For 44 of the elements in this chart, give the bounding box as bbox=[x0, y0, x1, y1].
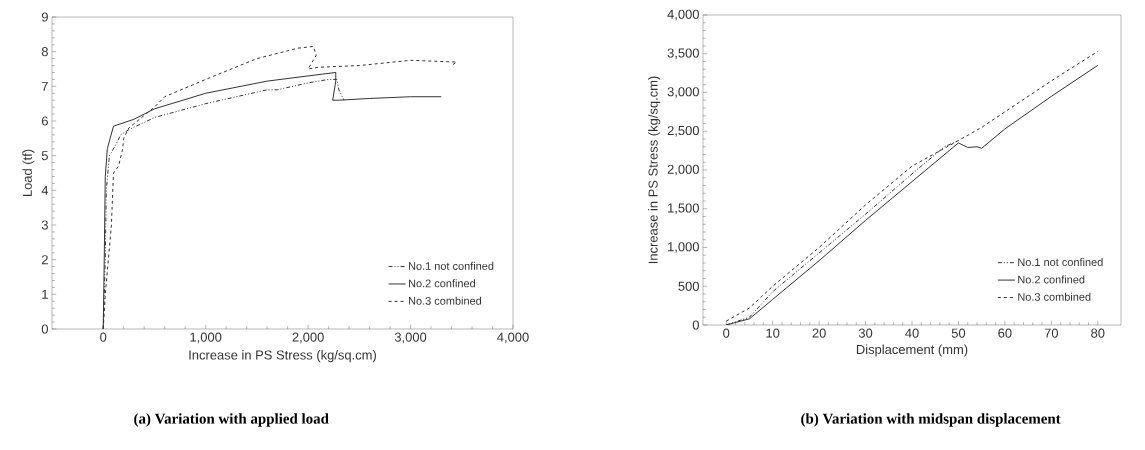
text: (a) Variation with applied load bbox=[134, 413, 329, 427]
y-axis-title: Load (tf) bbox=[22, 149, 35, 197]
y-tick-label: 2,000 bbox=[667, 164, 699, 176]
x-tick-label: 10 bbox=[766, 328, 780, 338]
y-tick-label: 3,500 bbox=[667, 48, 699, 60]
x-axis-title: Increase in PS Stress (kg/sq.cm) bbox=[189, 350, 376, 363]
legend-label: No.1 not confined bbox=[408, 261, 494, 270]
x-tick-label: 40 bbox=[905, 328, 919, 338]
x-tick-label: 20 bbox=[812, 328, 826, 338]
y-tick-label: 8 bbox=[41, 47, 48, 57]
legend-label: No.3 combined bbox=[1018, 292, 1091, 301]
y-tick-label: 1,000 bbox=[668, 242, 699, 253]
y-tick-label: 500 bbox=[678, 281, 699, 291]
x-tick-label: 4,000 bbox=[497, 332, 529, 344]
y-tick-label: 6 bbox=[41, 116, 48, 126]
legend-label: No.3 combined bbox=[408, 296, 482, 305]
y-axis-title: Increase in PS Stress (kg/sq.cm) bbox=[648, 76, 661, 264]
y-tick-label: 4 bbox=[41, 185, 49, 195]
y-tick-label: 9 bbox=[41, 12, 48, 22]
x-tick-label: 80 bbox=[1091, 328, 1105, 338]
y-tick-label: 4,000 bbox=[667, 9, 699, 21]
y-tick-label: 2,500 bbox=[667, 125, 699, 137]
y-tick-label: 3 bbox=[41, 220, 48, 230]
x-tick-label: 2,000 bbox=[292, 332, 324, 344]
text: (b) Variation with midspan displacement bbox=[801, 413, 1061, 427]
x-tick-label: 3,000 bbox=[394, 332, 427, 344]
x-tick-label: 50 bbox=[951, 328, 966, 338]
legend-label: No.1 not confined bbox=[1018, 257, 1103, 267]
x-tick-label: 0 bbox=[723, 328, 730, 338]
y-tick-label: 0 bbox=[692, 320, 699, 330]
x-axis-title: Displacement (mm) bbox=[856, 344, 968, 357]
y-tick-label: 3,000 bbox=[667, 87, 699, 98]
x-tick-label: 0 bbox=[100, 332, 107, 342]
x-tick-label: 70 bbox=[1044, 328, 1059, 338]
x-tick-label: 1,000 bbox=[190, 332, 222, 344]
y-tick-label: 1,500 bbox=[668, 203, 699, 215]
legend-label: No.2 confined bbox=[1018, 275, 1085, 284]
y-tick-label: 2 bbox=[41, 255, 48, 265]
legend-label: No.2 confined bbox=[408, 279, 475, 288]
y-tick-label: 1 bbox=[42, 289, 48, 299]
x-tick-label: 30 bbox=[858, 328, 873, 338]
y-tick-label: 5 bbox=[41, 151, 48, 161]
y-tick-label: 7 bbox=[41, 81, 48, 91]
x-tick-label: 60 bbox=[998, 328, 1012, 338]
